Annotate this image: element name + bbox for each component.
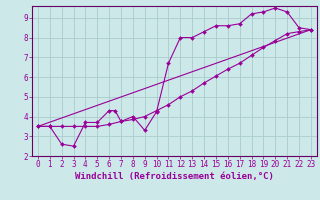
X-axis label: Windchill (Refroidissement éolien,°C): Windchill (Refroidissement éolien,°C)	[75, 172, 274, 181]
